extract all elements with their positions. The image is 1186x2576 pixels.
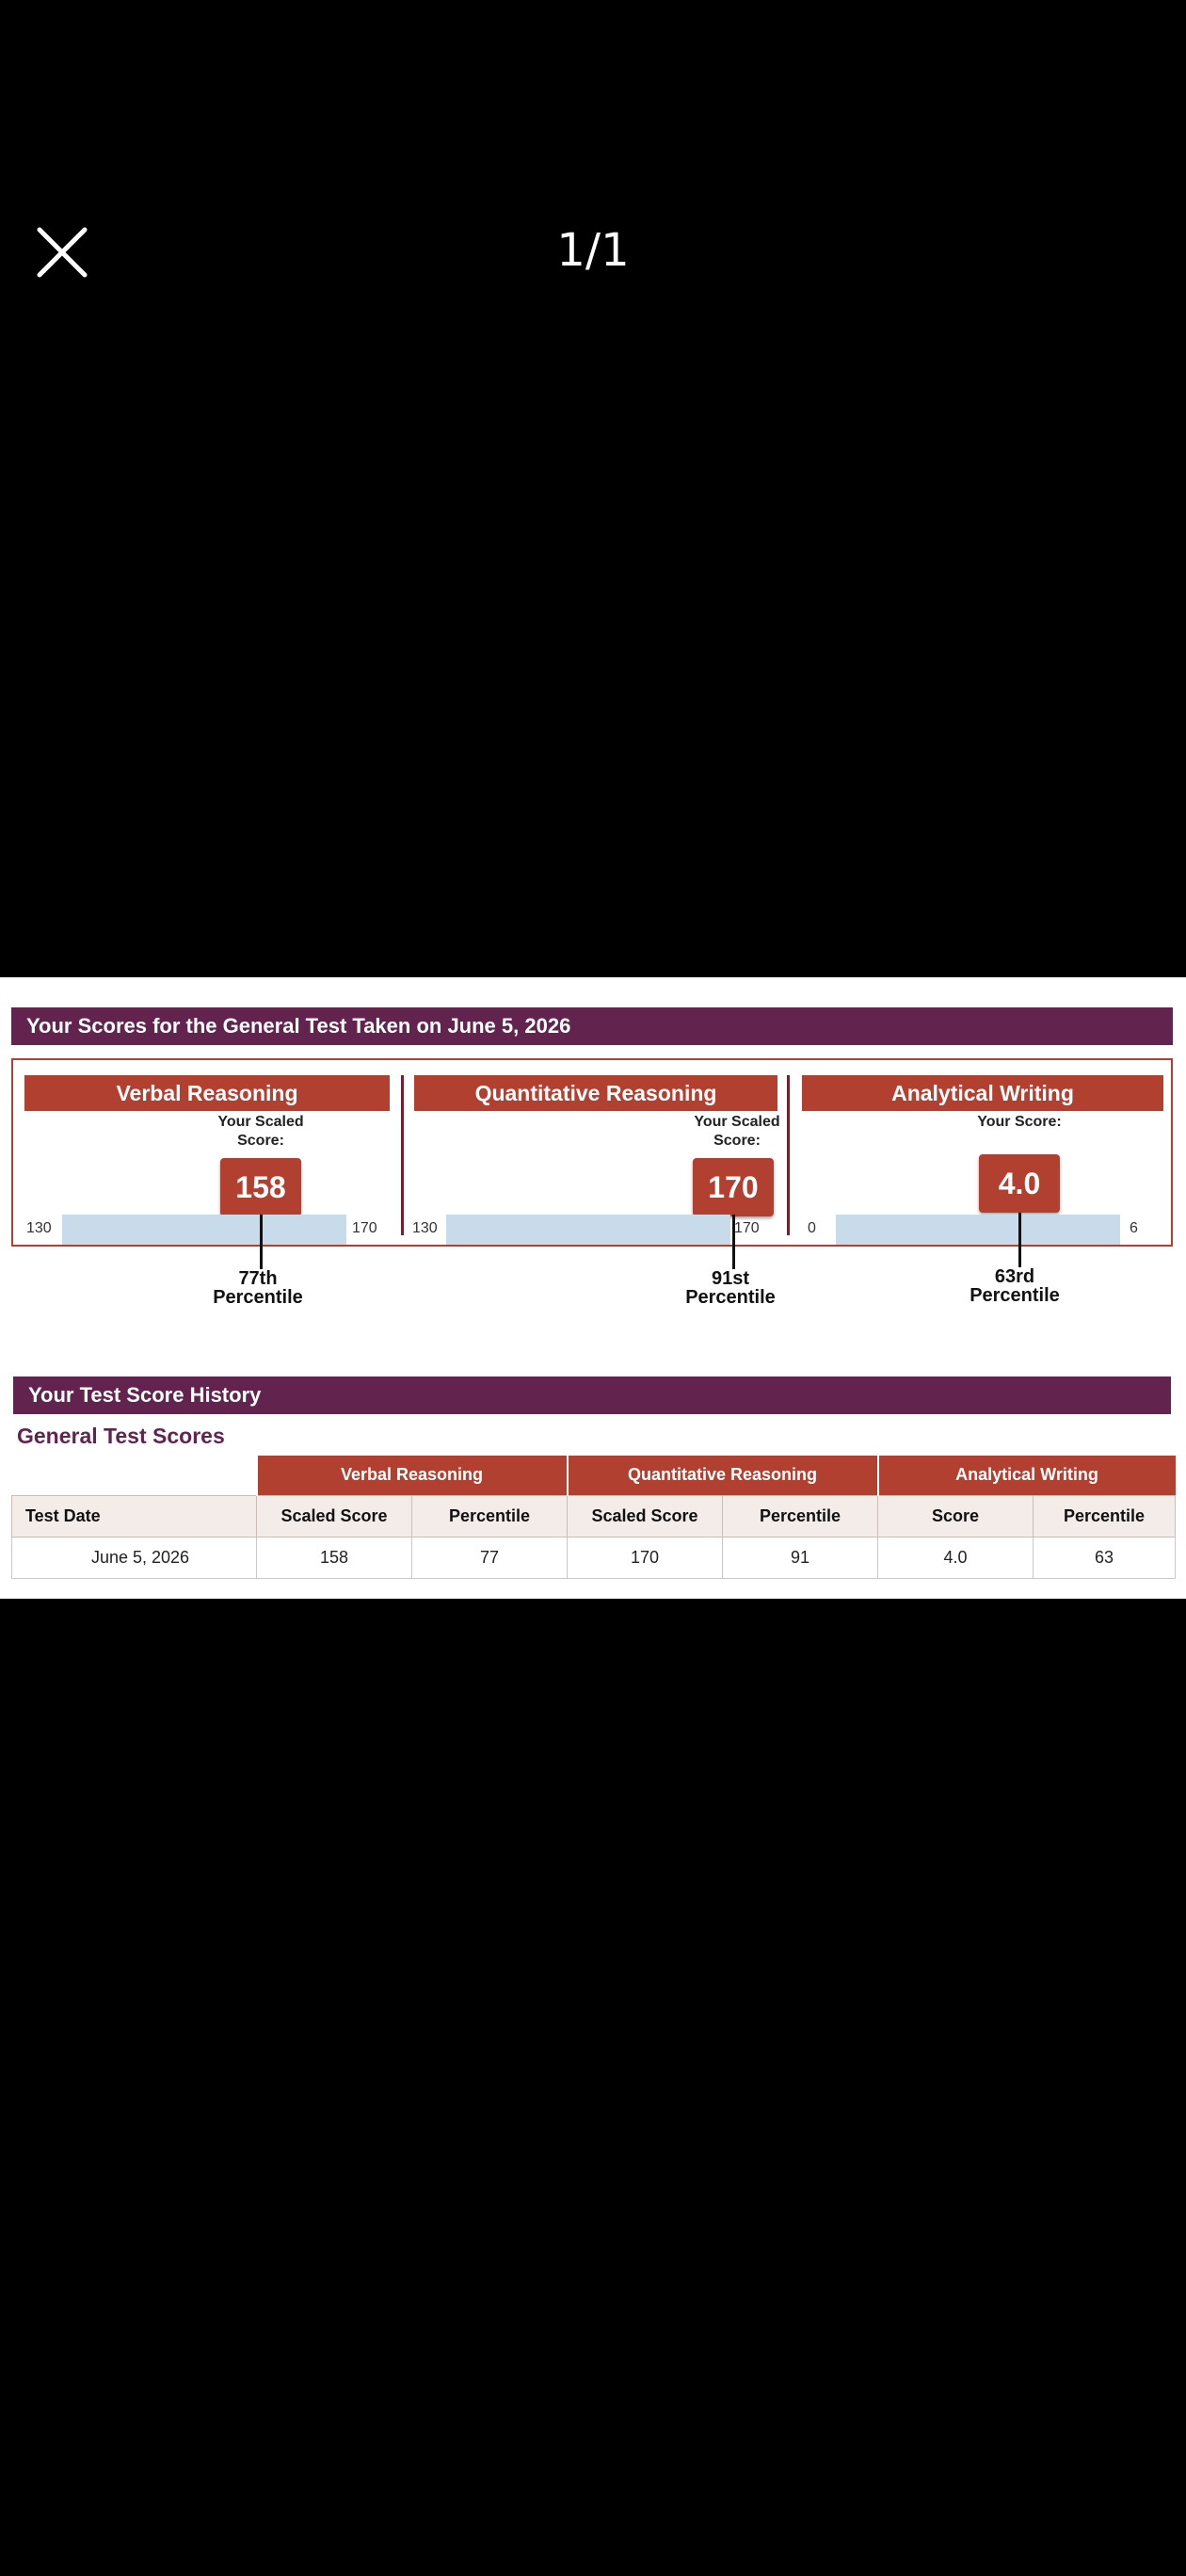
column-header: Percentile [411, 1494, 568, 1538]
score-report-image: Your Scores for the General Test Taken o… [0, 977, 1186, 1599]
score-marker [1018, 1213, 1021, 1267]
range-min: 0 [808, 1220, 816, 1236]
table-corner [11, 1456, 257, 1495]
score-range-bar [62, 1215, 346, 1245]
score-box: 158 [220, 1158, 301, 1216]
column-header: Test Date [11, 1494, 257, 1538]
percentile-value: 63rd [994, 1266, 1035, 1287]
writing-panel: Analytical Writing Your Score: 4.0 0 6 6… [789, 1060, 1175, 1305]
percentile-word: Percentile [213, 1287, 303, 1308]
score-box: 170 [693, 1158, 774, 1216]
table-cell: 158 [256, 1536, 412, 1579]
percentile-value: 77th [238, 1268, 278, 1289]
range-max: 170 [352, 1220, 377, 1236]
column-header: Score [877, 1494, 1034, 1538]
scores-banner: Your Scores for the General Test Taken o… [11, 1007, 1173, 1045]
scores-box: Verbal Reasoning Your Scaled Score: 158 … [11, 1058, 1175, 1307]
panel-divider [401, 1075, 404, 1235]
panel-title: Analytical Writing [802, 1075, 1163, 1111]
range-max: 170 [734, 1220, 760, 1236]
column-header: Percentile [1033, 1494, 1176, 1538]
table-cell: June 5, 2026 [11, 1536, 257, 1579]
score-label: Your Scaled Score: [217, 1114, 304, 1149]
page-counter: 1/1 [556, 224, 630, 277]
quant-panel: Quantitative Reasoning Your Scaled Score… [401, 1060, 789, 1307]
score-range-bar [836, 1215, 1120, 1245]
percentile: 63rd Percentile [949, 1267, 1081, 1305]
table-row: June 5, 2026 158 77 170 91 4.0 63 [11, 1536, 1176, 1579]
table-cell: 63 [1033, 1536, 1176, 1579]
close-icon [37, 227, 88, 278]
panel-title: Quantitative Reasoning [414, 1075, 777, 1111]
panel-divider [787, 1075, 790, 1235]
score-label: Your Scaled Score: [694, 1114, 780, 1149]
table-cell: 91 [722, 1536, 878, 1579]
percentile-word: Percentile [970, 1285, 1060, 1306]
score-box: 4.0 [979, 1154, 1060, 1213]
percentile: 91st Percentile [665, 1269, 796, 1307]
panel-title: Verbal Reasoning [24, 1075, 390, 1111]
score-range-bar [446, 1215, 730, 1245]
viewer-toolbar: 1/1 [0, 0, 1186, 508]
range-max: 6 [1130, 1220, 1138, 1236]
percentile-word: Percentile [685, 1287, 776, 1308]
table-cell: 4.0 [877, 1536, 1034, 1579]
history-title: General Test Scores [17, 1424, 225, 1448]
table-cell: 170 [567, 1536, 723, 1579]
column-header: Scaled Score [256, 1494, 412, 1538]
range-min: 130 [412, 1220, 438, 1236]
history-banner: Your Test Score History [13, 1377, 1171, 1414]
percentile: 77th Percentile [192, 1269, 324, 1307]
group-header-writing: Analytical Writing [876, 1456, 1176, 1495]
column-header: Scaled Score [567, 1494, 723, 1538]
score-marker [732, 1215, 735, 1269]
percentile-value: 91st [711, 1268, 750, 1289]
group-header-verbal: Verbal Reasoning [255, 1456, 568, 1495]
close-button[interactable] [36, 226, 88, 279]
history-table: Verbal Reasoning Quantitative Reasoning … [11, 1456, 1176, 1579]
table-cell: 77 [411, 1536, 568, 1579]
verbal-panel: Verbal Reasoning Your Scaled Score: 158 … [13, 1060, 401, 1307]
range-min: 130 [26, 1220, 52, 1236]
score-label: Your Score: [977, 1114, 1062, 1130]
column-header: Percentile [722, 1494, 878, 1538]
score-marker [260, 1215, 263, 1269]
group-header-quant: Quantitative Reasoning [566, 1456, 878, 1495]
